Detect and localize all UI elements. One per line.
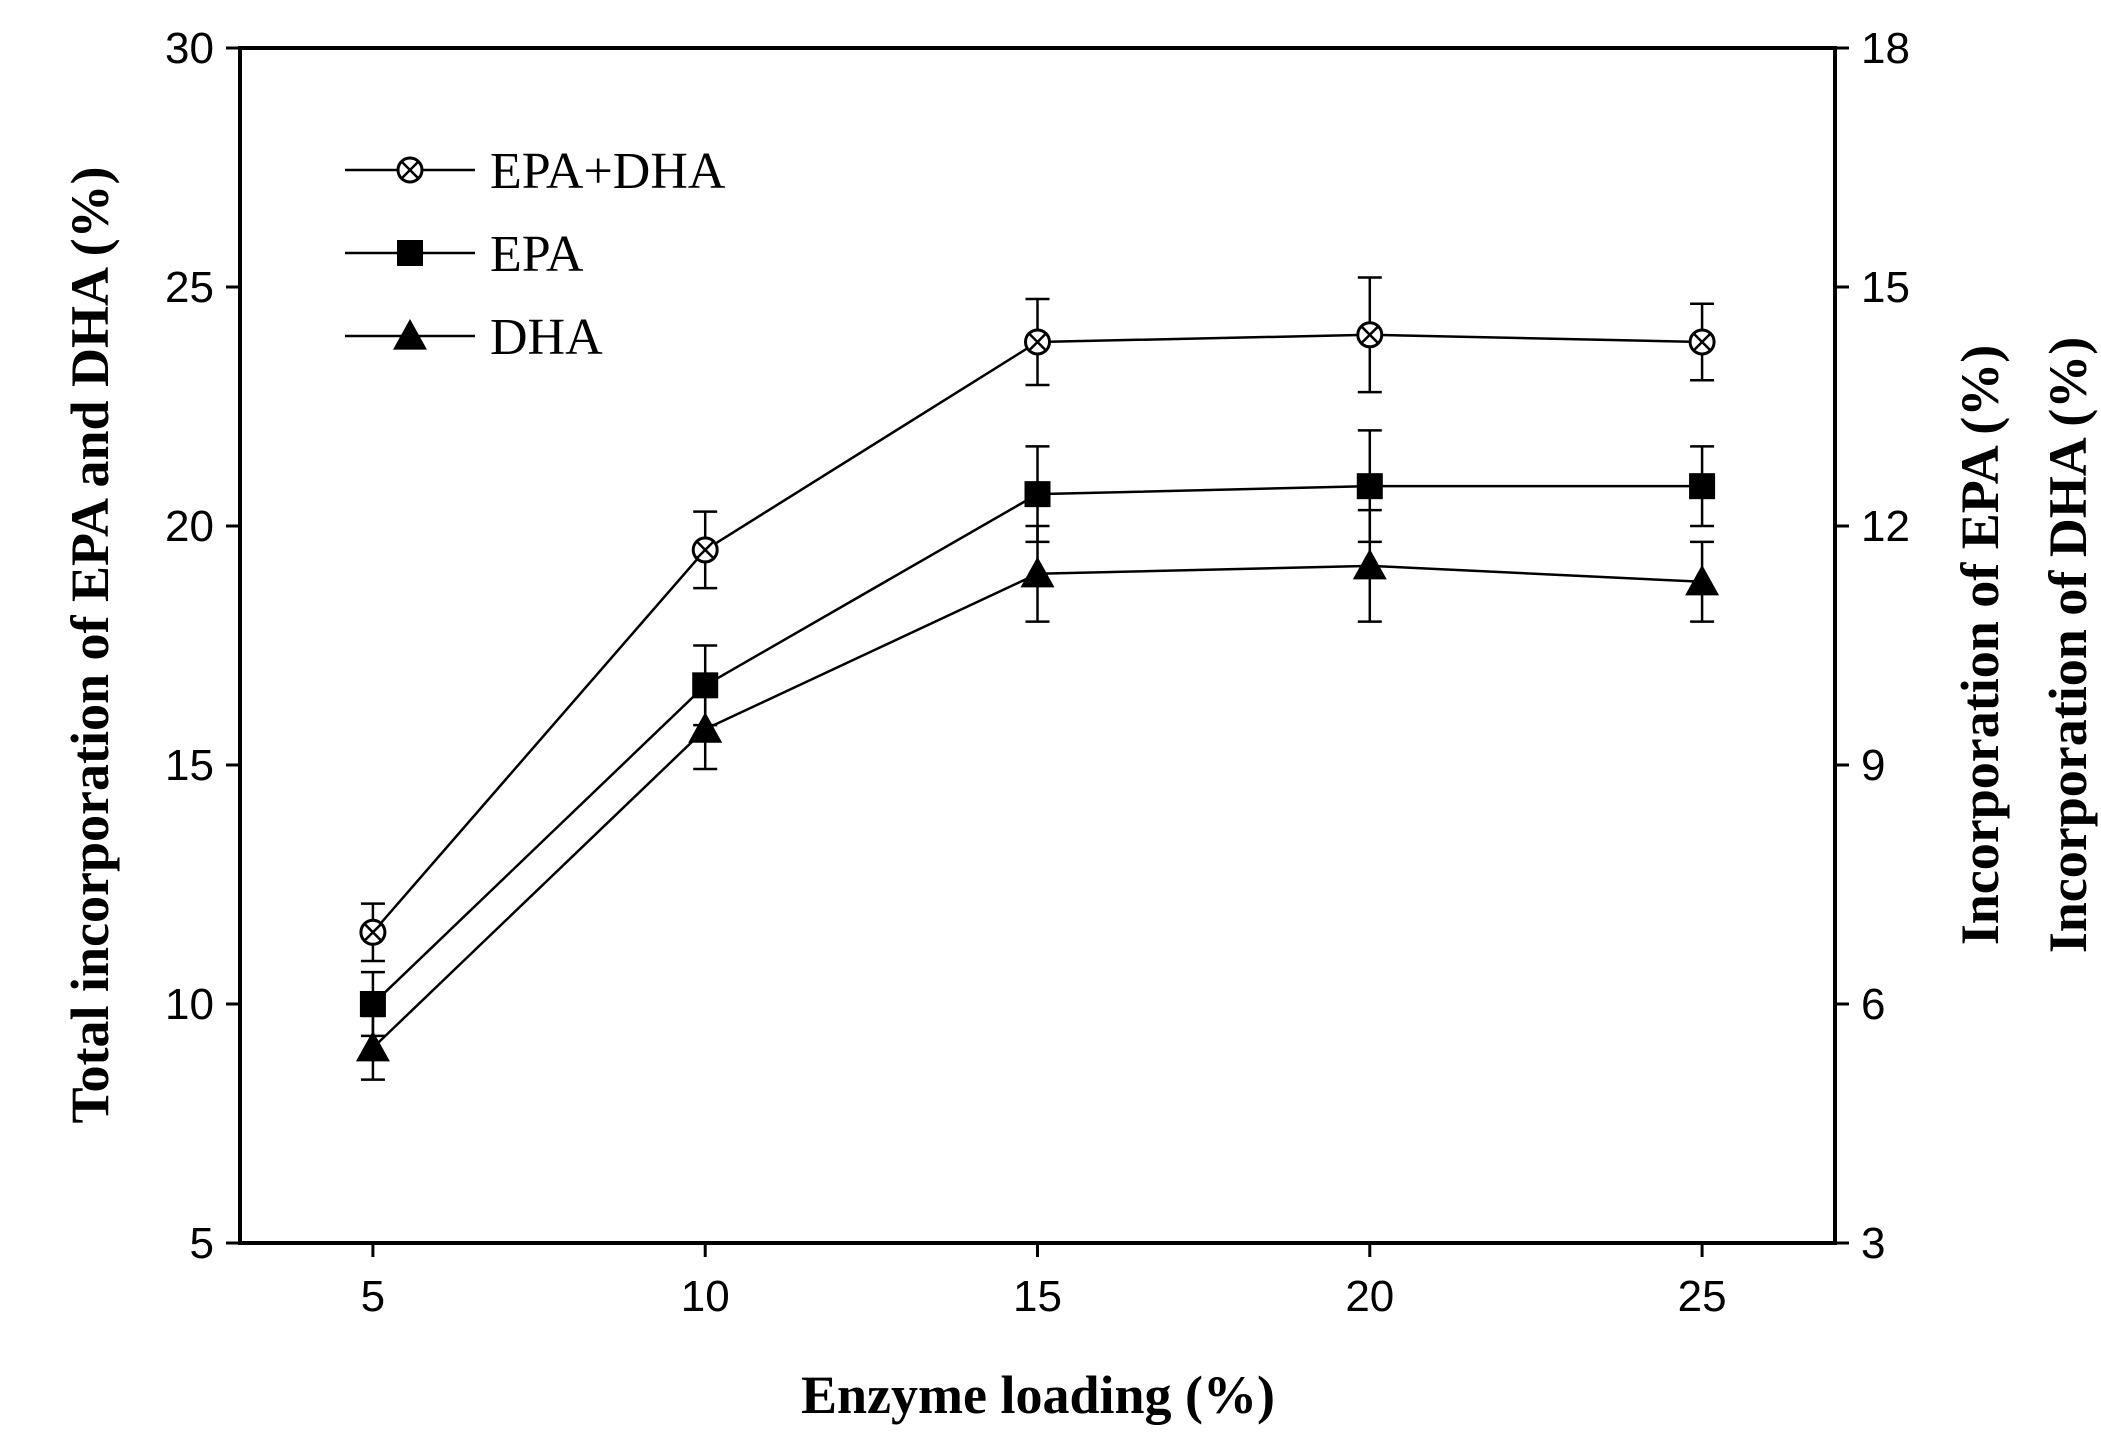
y-left-tick-label: 25 [165, 263, 214, 312]
marker-square [397, 240, 423, 266]
data-point-dha [688, 712, 723, 743]
legend-item-epa-dha: EPA+DHA [345, 143, 726, 200]
data-point-epa-dha [1688, 328, 1716, 356]
marker-triangle [355, 1030, 390, 1062]
data-point-epa-dha [1024, 328, 1051, 356]
data-point-epa [1024, 481, 1051, 508]
marker-square [1356, 473, 1383, 500]
data-point-epa-dha [691, 536, 719, 564]
data-point-epa [692, 672, 719, 699]
marker-cross-b [1028, 332, 1047, 352]
marker-triangle [1020, 556, 1055, 588]
series-lines-layer [371, 333, 1703, 1049]
y-axis-right-title-epa: Incorporation of EPA (%) [1950, 345, 2010, 945]
legend-item-dha: DHA [345, 309, 603, 366]
y-left-tick-label: 10 [165, 980, 214, 1029]
marker-triangle [393, 319, 427, 350]
x-tick-label: 10 [681, 1272, 730, 1321]
error-bars-layer [360, 276, 1715, 1081]
y-right-tick-label: 12 [1861, 502, 1910, 551]
marker-triangle [688, 712, 723, 743]
data-point-epa-dha [359, 918, 387, 946]
y-right-tick-label: 18 [1861, 24, 1910, 73]
markers-layer [355, 321, 1720, 1062]
data-point-epa [1356, 473, 1383, 500]
legend-marker [393, 319, 427, 350]
legend-marker [397, 240, 423, 266]
y-right-tick-label: 15 [1861, 263, 1910, 312]
data-point-dha [1685, 564, 1720, 596]
series-line-epa-dha [371, 333, 1703, 934]
y-left-tick-label: 5 [190, 1219, 214, 1268]
y-right-tick-label: 9 [1861, 741, 1885, 790]
x-tick-label: 5 [361, 1272, 385, 1321]
tick-labels-layer: 5 10 15 20 25 5 10 15 20 25 30 3 6 9 12 15 18 [165, 24, 1910, 1321]
data-point-epa [359, 991, 386, 1017]
legend-label: EPA [490, 226, 584, 283]
legend: EPA+DHA EPA DHA [345, 143, 726, 366]
data-point-dha [1352, 548, 1387, 580]
y-left-tick-label: 30 [165, 24, 214, 73]
marker-triangle [1685, 564, 1720, 596]
marker-cross-b [400, 160, 420, 180]
data-point-epa-dha [1356, 321, 1384, 349]
x-axis-title: Enzyme loading (%) [801, 1365, 1275, 1425]
legend-label: DHA [490, 309, 603, 366]
y-right-tick-label: 3 [1861, 1219, 1885, 1268]
marker-cross-b [1692, 332, 1712, 352]
data-point-dha [355, 1030, 390, 1062]
marker-square [359, 991, 386, 1017]
x-tick-label: 20 [1345, 1272, 1394, 1321]
y-axis-left-title: Total incorporation of EPA and DHA (%) [60, 166, 120, 1123]
data-point-epa [1689, 473, 1716, 500]
marker-cross-b [363, 922, 383, 942]
y-axis-right-title-dha: Incorporation of DHA (%) [2038, 337, 2098, 953]
plot-frame [238, 46, 1837, 1245]
y-left-tick-label: 15 [165, 741, 214, 790]
series-line-dha [372, 564, 1703, 1049]
legend-label: EPA+DHA [490, 143, 726, 200]
legend-marker [396, 156, 424, 184]
marker-square [1689, 473, 1716, 500]
marker-square [692, 672, 719, 699]
y-left-tick-label: 20 [165, 502, 214, 551]
y-right-tick-label: 6 [1861, 980, 1885, 1029]
marker-triangle [1352, 548, 1387, 580]
x-tick-label: 25 [1678, 1272, 1727, 1321]
marker-cross-b [695, 540, 715, 560]
marker-square [1024, 481, 1051, 508]
marker-cross-b [1360, 325, 1380, 345]
legend-item-epa: EPA [345, 226, 584, 283]
data-point-dha [1020, 556, 1055, 588]
x-tick-label: 15 [1013, 1272, 1062, 1321]
axis-ticks-layer [226, 46, 1849, 1257]
